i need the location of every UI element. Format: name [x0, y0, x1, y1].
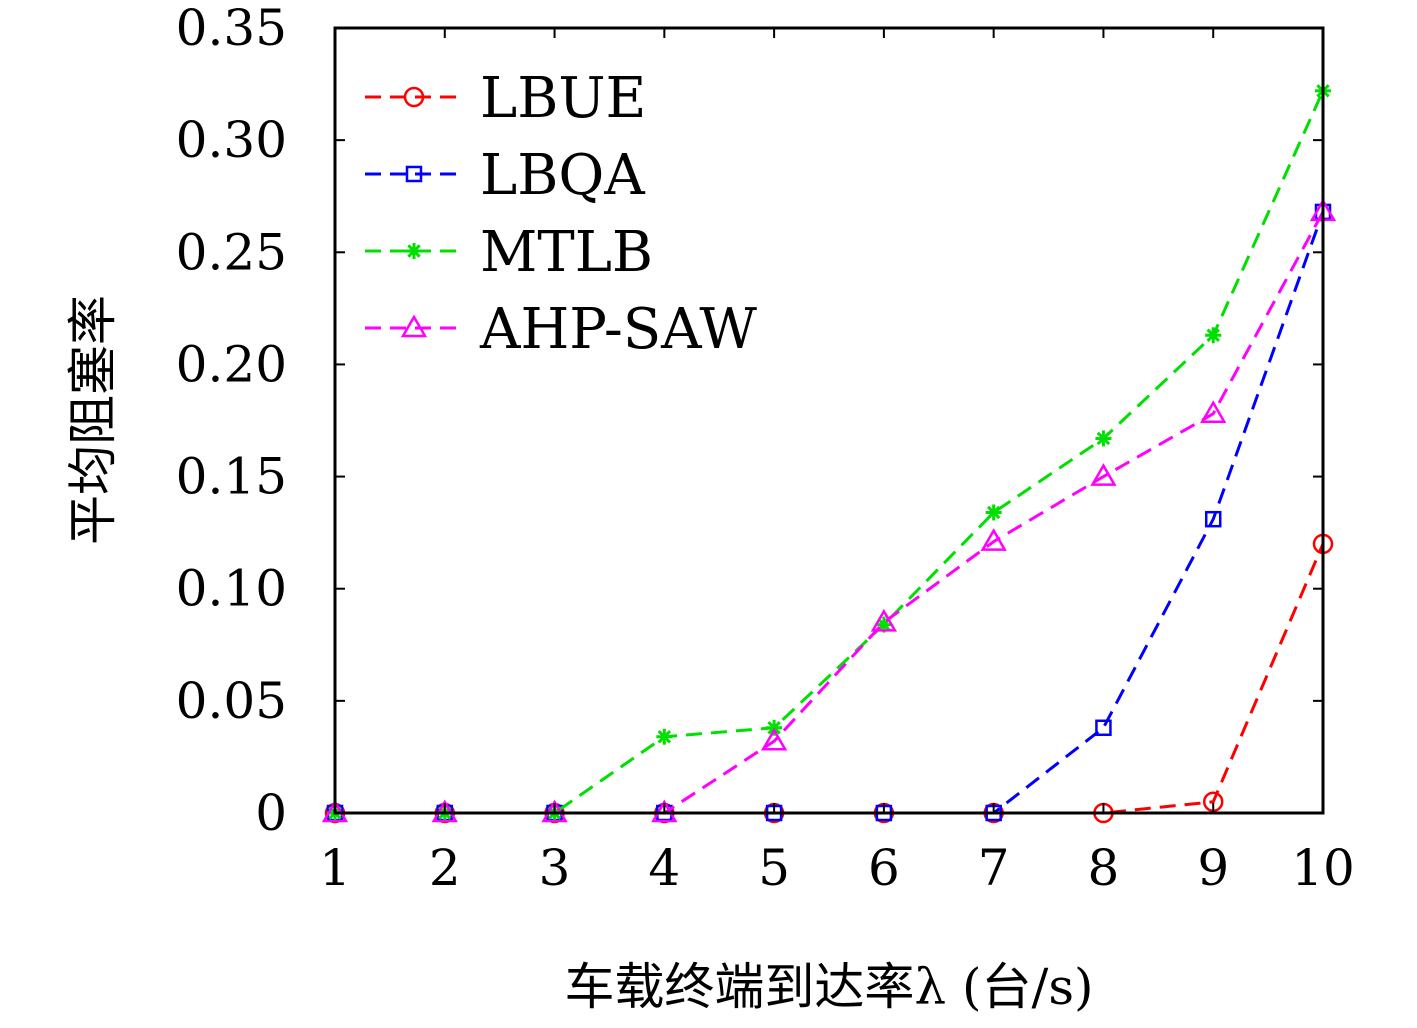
data-point: [870, 608, 898, 632]
x-tick-label: 4: [648, 839, 680, 897]
series-lbqa: [326, 203, 1332, 822]
data-point: [985, 504, 1002, 521]
plot-frame: [333, 26, 1325, 815]
data-point: [980, 528, 1007, 551]
data-point: [1204, 510, 1222, 528]
x-tick-label: 8: [1088, 839, 1120, 897]
data-point: [1090, 463, 1117, 486]
legend-swatch-marker: [400, 314, 428, 338]
x-tick-label: 5: [758, 839, 790, 897]
y-tick-label: 0.10: [176, 560, 287, 618]
legend-label: LBUE: [480, 66, 646, 131]
series-line: [335, 543, 1325, 815]
legend-label: AHP-SAW: [479, 297, 757, 362]
legend-swatch-marker: [405, 165, 423, 183]
legend-entry: MTLB: [365, 220, 653, 285]
x-tick-label: 1: [319, 839, 351, 897]
series-mtlb: [327, 82, 1331, 821]
data-point: [1095, 430, 1112, 447]
y-tick-label: 0.30: [176, 111, 287, 169]
x-tick-label: 9: [1197, 839, 1229, 897]
x-tick-label: 6: [868, 839, 900, 897]
y-tick-label: 0: [255, 784, 287, 842]
data-point: [1200, 400, 1227, 424]
legend-swatch-marker: [403, 86, 425, 108]
legend-entry: LBQA: [365, 143, 645, 208]
legend-entry: AHP-SAW: [365, 297, 757, 362]
legend-entry: LBUE: [365, 66, 646, 131]
ticks-layer: 1 2 3 4 5 6 7 8 9 10 0 0.05 0.10 0.15 0.20 0.25 0.30 0.35: [176, 0, 1355, 897]
legend-label: MTLB: [480, 220, 653, 285]
x-tick-label: 3: [539, 839, 571, 897]
legend-swatch-marker: [406, 243, 422, 259]
y-tick-label: 0.20: [176, 335, 287, 393]
x-tick-label: 2: [429, 839, 461, 897]
x-tick-label: 10: [1291, 839, 1355, 897]
series-layer: [321, 82, 1337, 824]
series-ahp-saw: [321, 198, 1337, 823]
legend-label: LBQA: [480, 143, 645, 208]
data-point: [1205, 327, 1222, 344]
y-tick-label: 0.05: [176, 672, 287, 730]
y-tick-label: 0.35: [176, 0, 287, 57]
series-lbue: [324, 533, 1334, 824]
y-tick-label: 0.25: [176, 223, 287, 281]
data-point: [1095, 719, 1112, 737]
y-tick-label: 0.15: [176, 448, 287, 506]
data-point: [656, 728, 673, 745]
y-axis-title: 平均阻塞率: [64, 295, 122, 545]
x-axis-title: 车载终端到达率λ (台/s): [564, 958, 1093, 1016]
data-point: [760, 727, 788, 751]
x-tick-label: 7: [978, 839, 1010, 897]
legend: LBUE LBQA MTLB AHP-SAW: [365, 66, 757, 362]
